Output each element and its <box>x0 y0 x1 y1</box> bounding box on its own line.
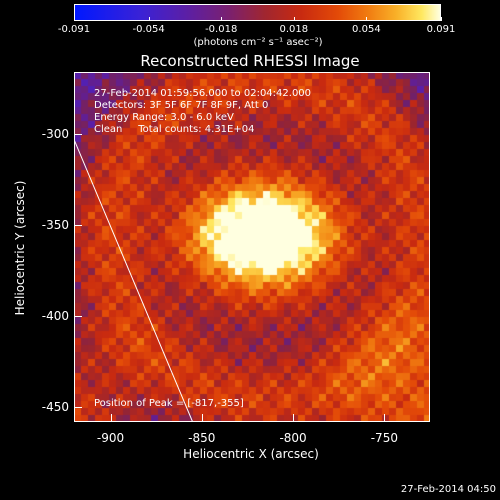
y-tick-mark <box>74 133 82 135</box>
colorbar-tick-label: 0.091 <box>426 24 456 35</box>
x-tick-label: -750 <box>370 431 398 445</box>
heatmap-plot <box>74 72 430 422</box>
y-tick-label: -350 <box>41 218 69 233</box>
annotation-peak: Position of Peak = [-817,-355] <box>94 398 244 409</box>
colorbar-tick-mark <box>221 17 223 21</box>
colorbar-tick-label: -0.018 <box>205 24 238 35</box>
colorbar-tick-label: -0.054 <box>132 24 165 35</box>
colorbar-tick-mark <box>148 17 150 21</box>
annotation-method: Clean Total counts: 4.31E+04 <box>94 124 255 135</box>
y-tick-label: -450 <box>41 400 69 415</box>
plot-overlay <box>74 139 194 422</box>
x-axis-label: Heliocentric X (arcsec) <box>183 447 319 461</box>
x-tick-mark <box>201 414 203 422</box>
x-tick-mark <box>110 414 112 422</box>
solar-limb-line <box>74 139 194 422</box>
x-tick-label: -800 <box>279 431 307 445</box>
colorbar <box>74 4 441 21</box>
colorbar-units: (photons cm⁻² s⁻¹ asec⁻²) <box>193 37 323 48</box>
colorbar-tick-mark <box>441 17 442 21</box>
annotation-detectors: Detectors: 3F 5F 6F 7F 8F 9F, Att 0 <box>94 100 269 111</box>
y-tick-mark <box>74 407 82 409</box>
x-tick-mark <box>293 414 295 422</box>
colorbar-tick-mark <box>293 17 295 21</box>
footer-timestamp: 27-Feb-2014 04:50 <box>400 484 496 495</box>
chart-title: Reconstructed RHESSI Image <box>140 52 360 70</box>
y-axis-label: Heliocentric Y (arcsec) <box>13 180 27 316</box>
colorbar-tick-label: 0.018 <box>279 24 309 35</box>
annotation-energy-range: Energy Range: 3.0 - 6.0 keV <box>94 112 234 123</box>
x-tick-label: -900 <box>96 431 125 445</box>
colorbar-tick-label: 0.054 <box>352 24 381 35</box>
colorbar-tick-label: -0.091 <box>57 24 91 35</box>
annotation-time-range: 27-Feb-2014 01:59:56.000 to 02:04:42.000 <box>94 88 312 99</box>
y-tick-mark <box>74 316 82 318</box>
x-tick-mark <box>384 414 386 422</box>
x-tick-label: -850 <box>188 431 216 445</box>
colorbar-tick-mark <box>366 17 368 21</box>
y-tick-mark <box>74 225 82 227</box>
y-tick-label: -300 <box>41 126 69 141</box>
colorbar-tick-mark <box>74 17 75 21</box>
heatmap-canvas <box>74 72 430 422</box>
y-tick-label: -400 <box>41 309 69 324</box>
colorbar-gradient <box>74 4 441 21</box>
